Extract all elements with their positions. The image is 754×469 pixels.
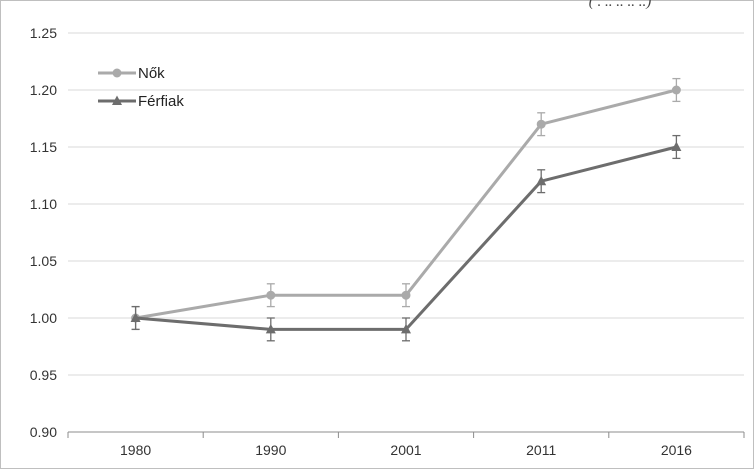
y-tick-label: 1.00 [30, 310, 57, 326]
series-group [130, 77, 682, 342]
data-point [671, 141, 682, 151]
series-1 [130, 134, 682, 342]
data-point [536, 119, 546, 129]
y-tick-label: 1.20 [30, 82, 57, 98]
x-tick-label: 1980 [120, 442, 151, 458]
legend-marker [112, 68, 122, 78]
data-point [130, 312, 141, 322]
data-point [265, 323, 276, 334]
axes: 0.90 0.95 1.00 1.05 1.10 1.15 1.20 1.25 1980 1990… [30, 25, 745, 458]
data-point [401, 323, 411, 334]
y-tick-label: 1.25 [30, 25, 57, 41]
data-point [266, 290, 276, 300]
legend-label: Nők [138, 65, 165, 82]
y-tick-label: 1.15 [30, 139, 57, 155]
x-tick-label: 1990 [255, 442, 286, 458]
data-point [401, 290, 411, 300]
y-tick-label: 1.10 [30, 196, 57, 212]
header-fragment: ( . .. .. .. ..) [589, 0, 652, 10]
x-tick-label: 2001 [390, 442, 421, 458]
legend: Nők Férfiak [98, 65, 184, 110]
x-tick-label: 2011 [526, 442, 556, 458]
legend-item: Férfiak [98, 93, 184, 110]
x-tick-label: 2016 [661, 442, 692, 458]
series-0 [131, 77, 681, 331]
legend-item: Nők [98, 65, 165, 82]
data-point [536, 175, 547, 186]
y-tick-label: 1.05 [30, 253, 57, 269]
data-point [671, 85, 681, 95]
legend-marker [112, 95, 122, 105]
y-tick-label: 0.95 [30, 367, 57, 383]
y-tick-label: 0.90 [30, 424, 57, 440]
legend-label: Férfiak [138, 93, 184, 110]
